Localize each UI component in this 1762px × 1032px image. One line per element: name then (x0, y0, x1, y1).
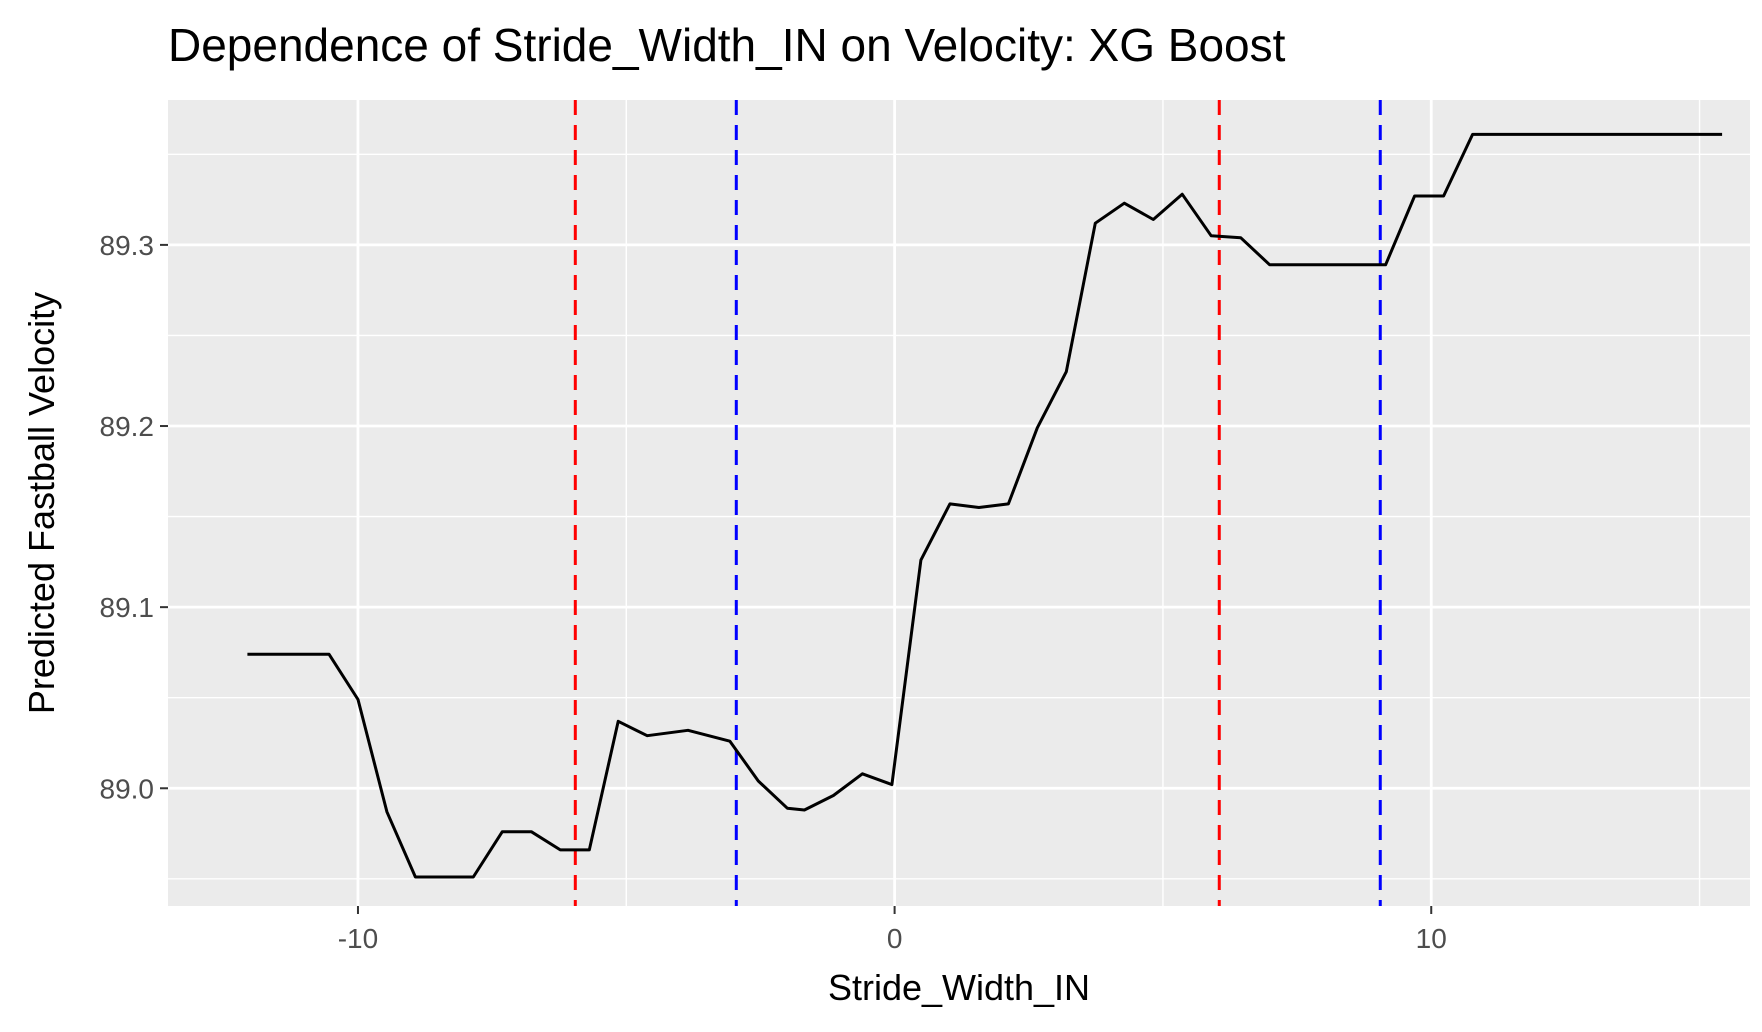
reference-lines (573, 100, 1382, 906)
series (247, 132, 1723, 879)
x-axis-title: Stride_Width_IN (828, 967, 1090, 1008)
y-tick-label: 89.1 (100, 592, 155, 623)
y-tick-label: 89.3 (100, 230, 155, 261)
tick-labels: -10 0 10 89.0 89.1 89.2 89.3 (100, 230, 1447, 954)
grid-minor (168, 100, 1750, 906)
series-line (247, 132, 1723, 879)
y-tick-label: 89.0 (100, 773, 155, 804)
plot-panel (168, 100, 1750, 906)
y-tick-label: 89.2 (100, 411, 155, 442)
chart-title: Dependence of Stride_Width_IN on Velocit… (168, 19, 1286, 71)
x-tick-label: -10 (338, 923, 378, 954)
x-tick-label: 0 (887, 923, 903, 954)
x-tick-label: 10 (1416, 923, 1447, 954)
y-axis-title: Predicted Fastball Velocity (21, 292, 62, 714)
axis-ticks (160, 243, 1433, 914)
